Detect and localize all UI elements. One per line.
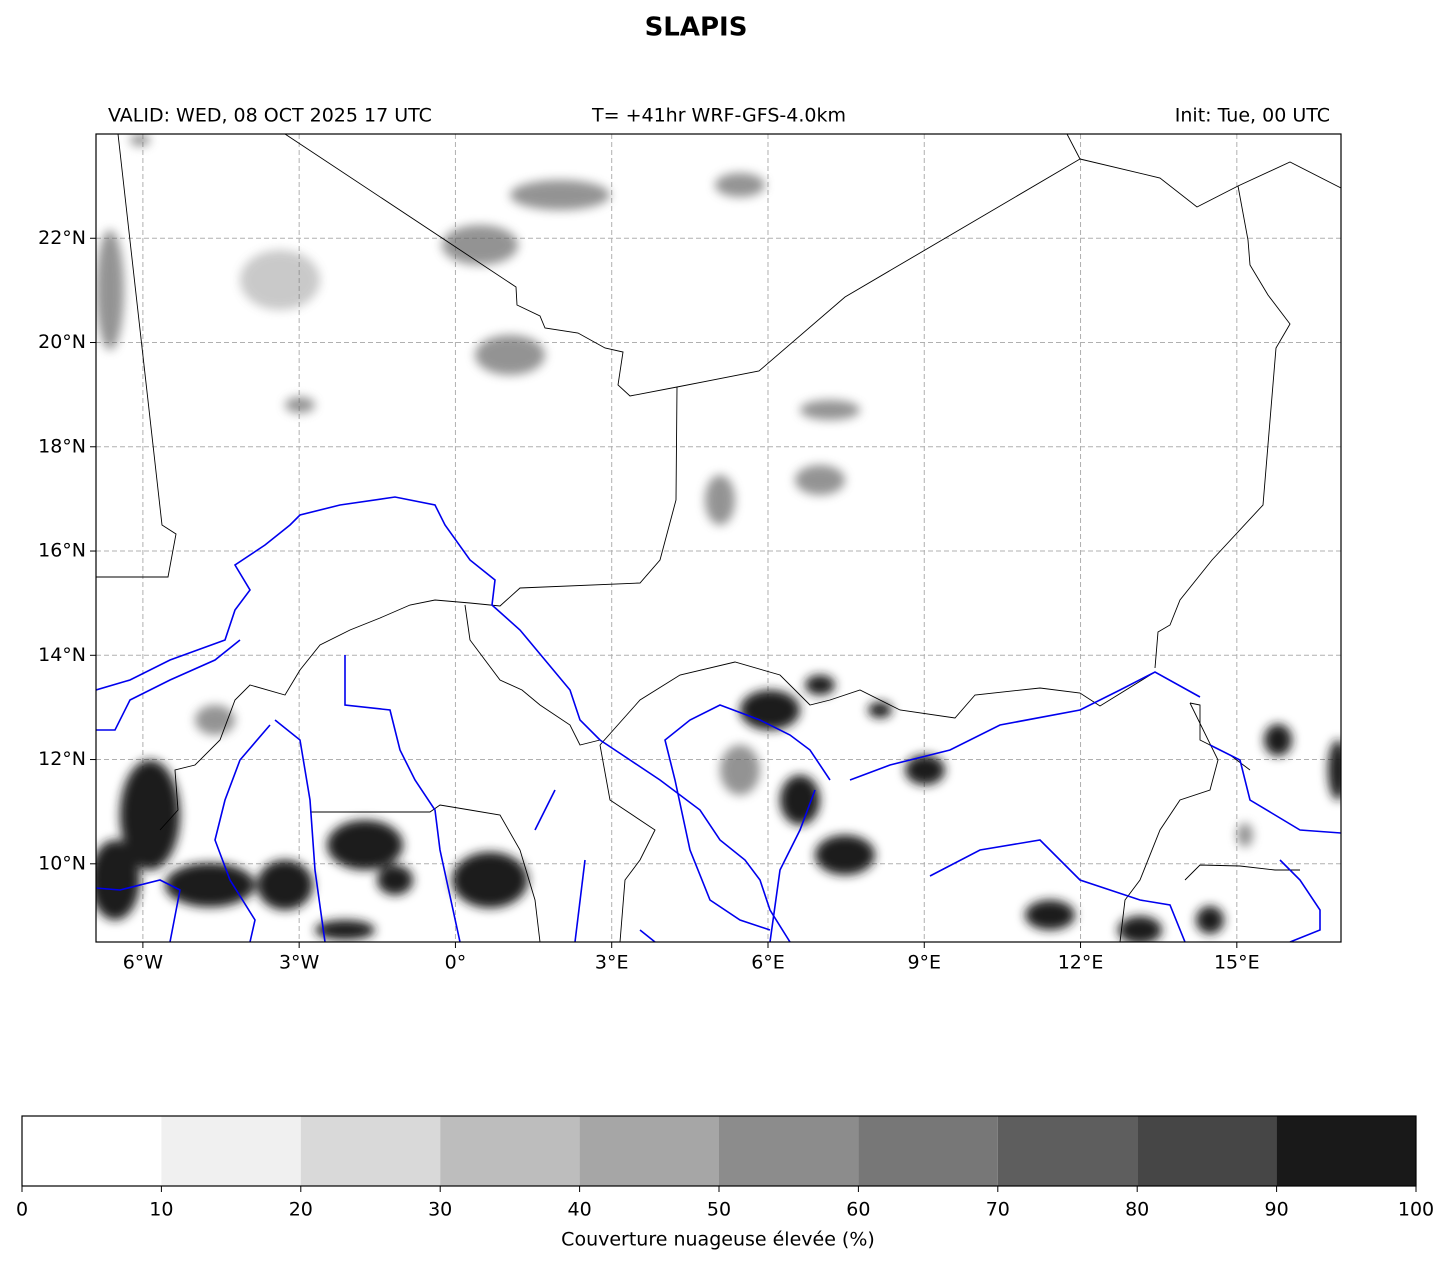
rivers: [96, 496, 1341, 942]
x-tick-label: 3°E: [595, 952, 629, 974]
y-tick-label: 18°N: [38, 435, 86, 457]
y-tick-label: 16°N: [38, 540, 86, 562]
chart-title: SLAPIS: [645, 13, 748, 43]
x-tick-label: 9°E: [907, 952, 941, 974]
x-tick-label: 12°E: [1058, 952, 1104, 974]
colorbar-label: Couverture nuageuse élevée (%): [561, 1229, 875, 1251]
cloud-field: [96, 134, 1341, 942]
colorbar-bin: [440, 1116, 580, 1186]
colorbar-tick-label: 20: [289, 1199, 313, 1221]
y-tick-label: 20°N: [38, 331, 86, 353]
subtitle-right: Init: Tue, 00 UTC: [1175, 105, 1330, 127]
colorbar-bin: [1276, 1116, 1416, 1186]
y-tick-label: 14°N: [38, 644, 86, 666]
colorbar: 0 10 20 30 40 50 60 70 80 90 100: [16, 1115, 1434, 1221]
colorbar-tick-label: 100: [1398, 1199, 1434, 1221]
grid: [96, 134, 1341, 942]
x-tick-label: 6°W: [123, 952, 164, 974]
colorbar-tick-label: 0: [16, 1199, 28, 1221]
y-tick-label: 12°N: [38, 748, 86, 770]
colorbar-tick-label: 60: [846, 1199, 870, 1221]
subtitle-center: T= +41hr WRF-GFS-4.0km: [591, 105, 846, 127]
borders: [96, 134, 1341, 942]
map-frame: [95, 133, 1342, 943]
x-tick-label: 0°: [445, 952, 467, 974]
colorbar-bin: [579, 1116, 719, 1186]
colorbar-tick-label: 30: [428, 1199, 452, 1221]
colorbar-bin: [858, 1116, 998, 1186]
subtitle-left: VALID: WED, 08 OCT 2025 17 UTC: [108, 105, 432, 127]
colorbar-bin: [997, 1116, 1138, 1186]
colorbar-bin: [300, 1116, 441, 1186]
x-tick-label: 6°E: [751, 952, 785, 974]
colorbar-bin: [719, 1116, 859, 1186]
colorbar-tick-label: 90: [1265, 1199, 1289, 1221]
colorbar-tick-label: 50: [707, 1199, 731, 1221]
x-tick-label: 15°E: [1214, 952, 1260, 974]
colorbar-bin: [22, 1116, 162, 1186]
y-tick-label: 22°N: [38, 227, 86, 249]
colorbar-tick-label: 40: [568, 1199, 592, 1221]
colorbar-tick-label: 70: [986, 1199, 1010, 1221]
x-tick-label: 3°W: [279, 952, 320, 974]
colorbar-bin: [161, 1116, 301, 1186]
colorbar-tick-label: 80: [1125, 1199, 1149, 1221]
colorbar-bin: [1137, 1116, 1277, 1186]
colorbar-tick-label: 10: [149, 1199, 173, 1221]
y-tick-label: 10°N: [38, 852, 86, 874]
